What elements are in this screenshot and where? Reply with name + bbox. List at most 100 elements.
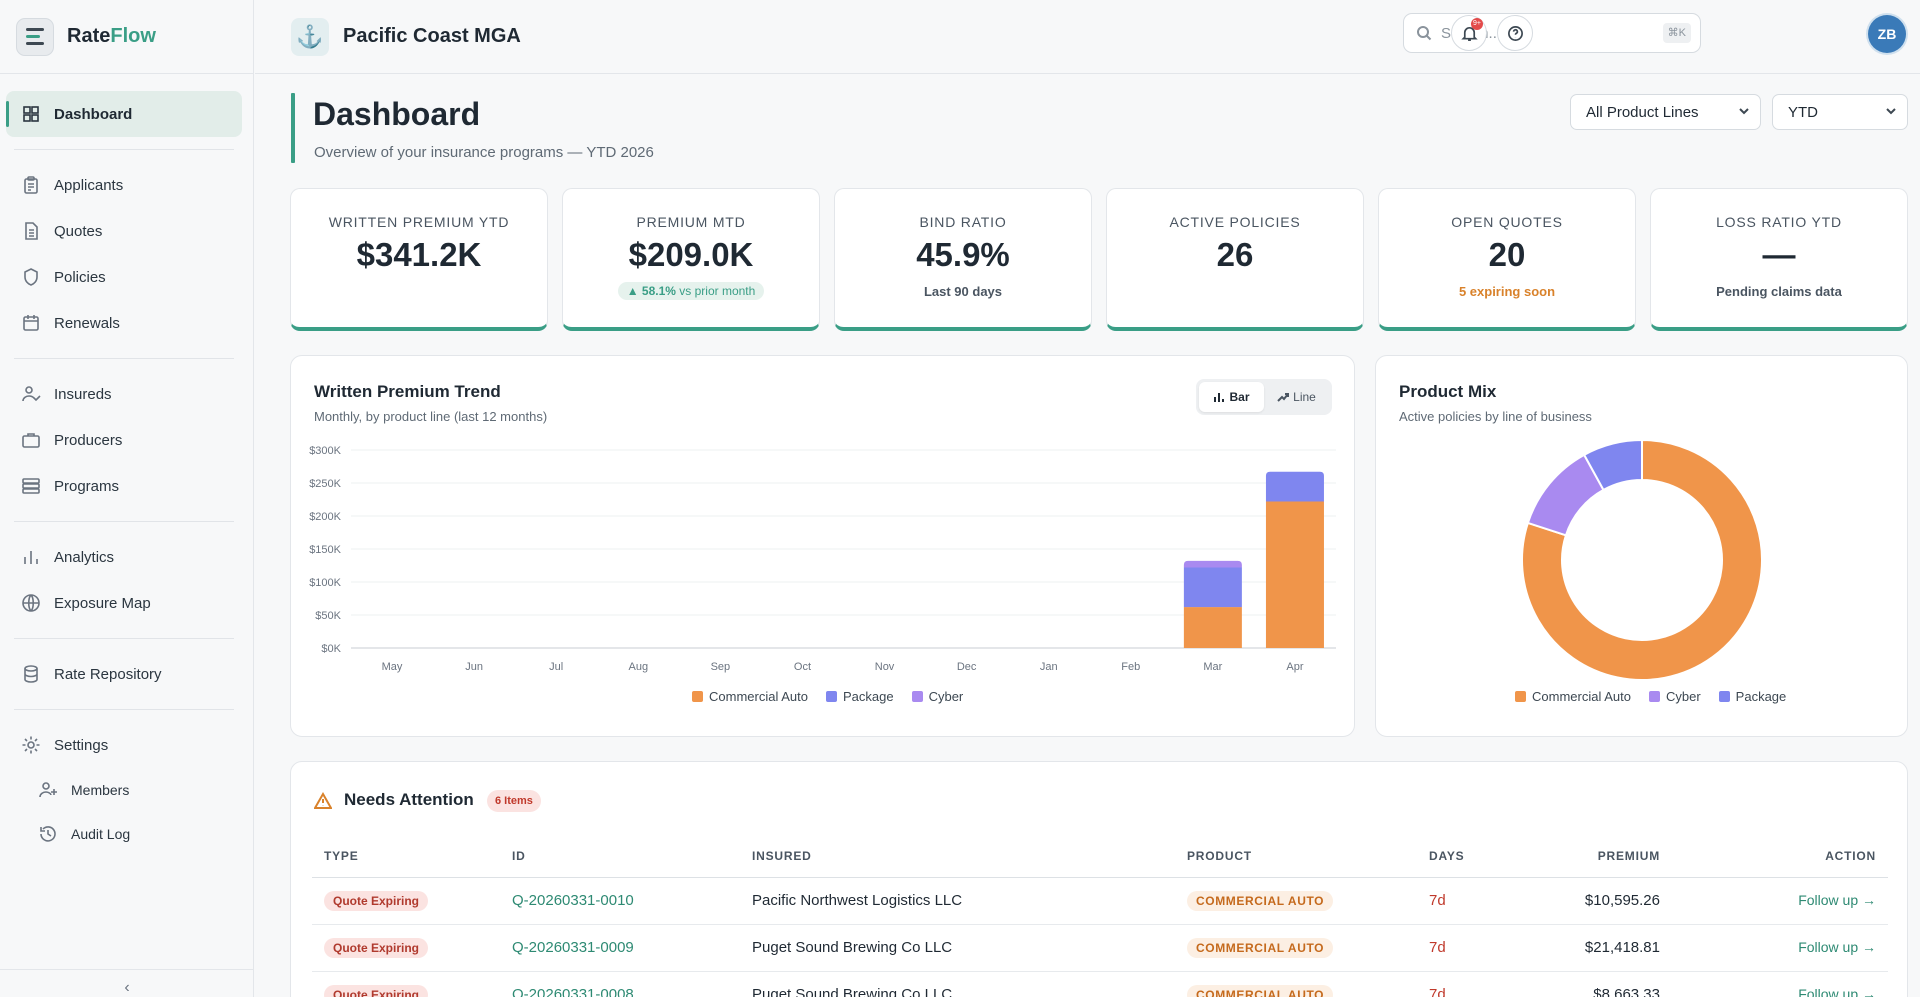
x-tick-label: Oct — [794, 661, 811, 673]
legend-item[interactable]: Commercial Auto — [692, 689, 808, 704]
sidebar-item-quotes[interactable]: Quotes — [6, 208, 242, 254]
briefcase-icon — [22, 433, 40, 448]
product-line-select[interactable]: All Product Lines — [1570, 94, 1761, 130]
quote-id-link[interactable]: Q-20260331-0010 — [512, 892, 634, 909]
legend-item[interactable]: Cyber — [911, 689, 964, 704]
page-header: Dashboard Overview of your insurance pro… — [290, 74, 1908, 188]
bar-toggle-button[interactable]: Bar — [1199, 382, 1264, 412]
table-row[interactable]: Quote Expiring Q-20260331-0010 Pacific N… — [312, 877, 1888, 925]
chart-legend: Commercial Auto Cyber Package — [1515, 689, 1786, 704]
donut-slice[interactable] — [1582, 438, 1643, 492]
y-tick-label: $250K — [309, 478, 341, 490]
follow-up-link[interactable]: Follow up → — [1798, 939, 1876, 955]
sidebar-item-label: Rate Repository — [54, 665, 162, 683]
sidebar-item-label: Audit Log — [71, 826, 131, 842]
quote-id-link[interactable]: Q-20260331-0008 — [512, 986, 634, 997]
avatar[interactable]: ZB — [1868, 15, 1906, 53]
document-icon — [25, 222, 38, 240]
follow-up-link[interactable]: Follow up → — [1798, 892, 1876, 908]
sidebar-item-applicants[interactable]: Applicants — [6, 162, 242, 208]
sidebar-item-label: Renewals — [54, 314, 120, 332]
sidebar-item-analytics[interactable]: Analytics — [6, 534, 242, 580]
product-tag: COMMERCIAL AUTO — [1187, 937, 1334, 958]
action-cell: Follow up → — [1672, 877, 1888, 925]
bar-segment[interactable] — [1265, 471, 1324, 502]
sidebar-item-label: Dashboard — [54, 105, 133, 123]
delta-value: ▲ 58.1% — [626, 284, 676, 298]
product-cell: COMMERCIAL AUTO — [1175, 971, 1417, 997]
x-tick-label: Dec — [957, 661, 977, 673]
kpi-label: PREMIUM MTD — [636, 214, 746, 230]
collapse-sidebar-button[interactable]: ‹ — [0, 969, 254, 997]
legend-swatch — [911, 691, 923, 702]
legend-label: Cyber — [928, 689, 964, 704]
sidebar-item-dashboard[interactable]: Dashboard — [6, 91, 242, 137]
x-tick-label: Feb — [1121, 661, 1140, 673]
kpi-note: Pending claims data — [1716, 284, 1842, 299]
card-title: Product Mix — [1399, 382, 1497, 401]
legend-item[interactable]: Package — [1718, 689, 1786, 704]
legend-item[interactable]: Package — [825, 689, 894, 704]
sidebar-item-label: Insureds — [54, 385, 112, 403]
kpi-value: — — [1762, 236, 1796, 273]
product-tag: COMMERCIAL AUTO — [1187, 890, 1334, 911]
legend-item[interactable]: Cyber — [1648, 689, 1701, 704]
trend-line-icon — [1277, 393, 1290, 402]
action-cell: Follow up → — [1672, 924, 1888, 972]
delta-suffix: vs prior month — [679, 284, 756, 298]
premium-trend-chart: $0K $50K $100K $150K $200K $250K $300K May Jun Ju… — [309, 445, 1336, 673]
bar-segment[interactable] — [1183, 607, 1242, 648]
line-toggle-button[interactable]: Line — [1264, 382, 1329, 412]
table-row[interactable]: Quote Expiring Q-20260331-0009 Puget Sou… — [312, 924, 1888, 972]
search-shortcut: ⌘K — [1662, 23, 1691, 43]
quote-id-link[interactable]: Q-20260331-0009 — [512, 939, 634, 956]
y-tick-label: $50K — [315, 610, 341, 622]
product-cell: COMMERCIAL AUTO — [1175, 924, 1417, 972]
sidebar-item-members[interactable]: Members — [6, 768, 242, 812]
days-cell: 7d — [1417, 877, 1527, 925]
sidebar-item-insureds[interactable]: Insureds — [6, 371, 242, 417]
sidebar-item-rate-repository[interactable]: Rate Repository — [6, 651, 242, 697]
bar-segment[interactable] — [1183, 560, 1242, 568]
table-row[interactable]: Quote Expiring Q-20260331-0008 Puget Sou… — [312, 971, 1888, 997]
premium-cell: $21,418.81 — [1527, 924, 1672, 972]
id-cell: Q-20260331-0009 — [500, 924, 740, 972]
sidebar-item-policies[interactable]: Policies — [6, 254, 242, 300]
sidebar: RateFlow Dashboard Applicants Quotes Pol… — [0, 0, 254, 997]
legend-label: Commercial Auto — [709, 689, 808, 704]
y-tick-label: $0K — [321, 643, 341, 655]
insured-cell: Puget Sound Brewing Co LLC — [740, 924, 1175, 972]
product-tag: COMMERCIAL AUTO — [1187, 984, 1334, 997]
page-title: Dashboard — [313, 96, 481, 132]
sidebar-item-audit-log[interactable]: Audit Log — [6, 812, 242, 856]
sidebar-item-renewals[interactable]: Renewals — [6, 300, 242, 346]
search-input[interactable]: Search... ⌘K — [1403, 13, 1701, 53]
action-cell: Follow up → — [1672, 971, 1888, 997]
legend-swatch — [692, 691, 703, 702]
sidebar-item-producers[interactable]: Producers — [6, 417, 242, 463]
bar-segment[interactable] — [1183, 567, 1242, 608]
type-tag: Quote Expiring — [324, 890, 429, 911]
brand: RateFlow — [0, 0, 253, 74]
follow-up-link[interactable]: Follow up → — [1798, 986, 1876, 997]
y-tick-label: $150K — [309, 544, 341, 556]
type-tag: Quote Expiring — [324, 984, 429, 997]
bar-segment[interactable] — [1265, 501, 1324, 648]
sidebar-item-settings[interactable]: Settings — [6, 722, 242, 768]
topbar: ⚓ Pacific Coast MGA Search... ⌘K 9+ ZB — [255, 0, 1920, 74]
insured-cell: Pacific Northwest Logistics LLC — [740, 877, 1175, 925]
sidebar-item-exposure-map[interactable]: Exposure Map — [6, 580, 242, 626]
toggle-label: Line — [1293, 390, 1316, 404]
period-select[interactable]: YTD — [1772, 94, 1908, 130]
chart-type-toggle: Bar Line — [1196, 379, 1332, 415]
menu-toggle-icon[interactable] — [16, 17, 54, 56]
donut-slice[interactable] — [1521, 438, 1763, 681]
help-button[interactable] — [1497, 15, 1533, 51]
kpi-premium-mtd: PREMIUM MTD $209.0K ▲ 58.1% vs prior mon… — [562, 188, 820, 331]
legend-item[interactable]: Commercial Auto — [1515, 689, 1631, 704]
main-content: Dashboard Overview of your insurance pro… — [290, 74, 1908, 997]
notifications-button[interactable]: 9+ — [1451, 15, 1487, 51]
column-header: ACTION — [1672, 835, 1888, 878]
legend-label: Cyber — [1665, 689, 1701, 704]
sidebar-item-programs[interactable]: Programs — [6, 463, 242, 509]
